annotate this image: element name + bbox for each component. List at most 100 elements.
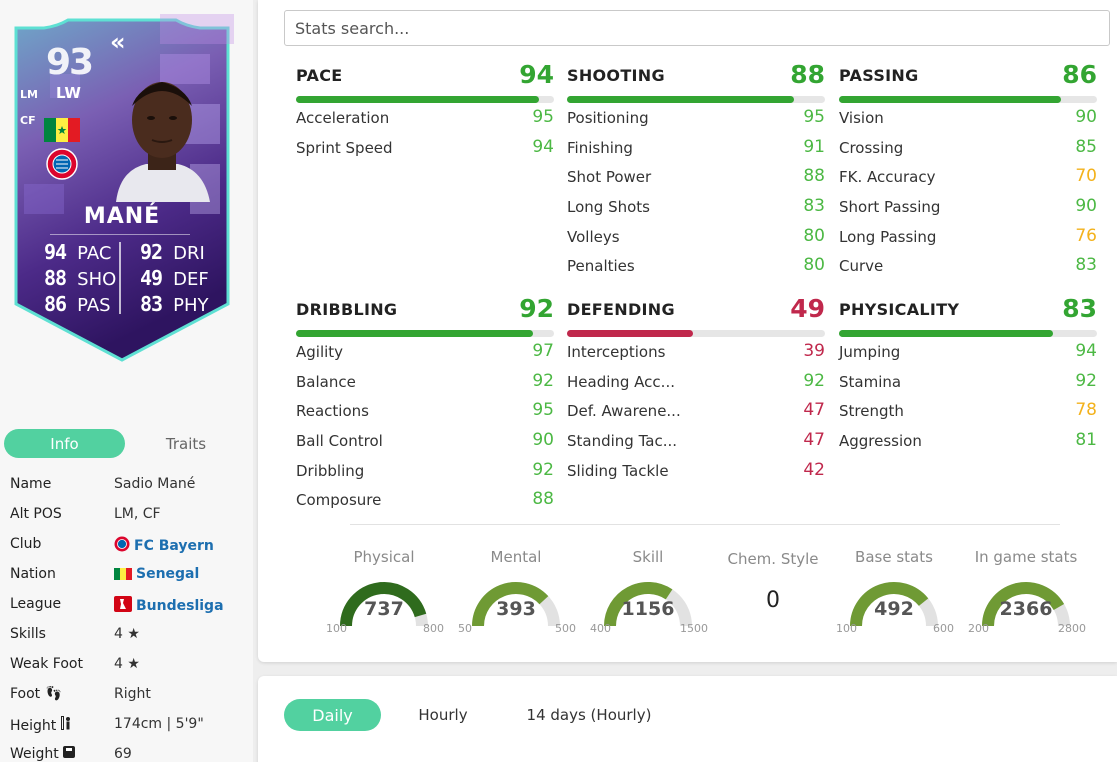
gauge-arc	[604, 582, 692, 627]
gauge-fill	[604, 582, 673, 627]
daily-button[interactable]: Daily	[284, 699, 381, 731]
sub-stat-name: Heading Acc...	[567, 372, 675, 391]
gauge-max: 1500	[680, 622, 708, 635]
sub-stat-name: Ball Control	[296, 432, 383, 451]
info-row-alt-pos: Alt POS LM, CF	[10, 506, 250, 528]
sub-stat-value: 47	[803, 400, 825, 421]
card-stat: 49 DEF	[140, 266, 209, 290]
fourteen-days-hourly-button[interactable]: 14 days (Hourly)	[524, 699, 654, 731]
sub-stat-value: 42	[803, 459, 825, 480]
stats-search-input[interactable]	[284, 10, 1110, 46]
gauge-fill	[340, 582, 427, 627]
sub-stat-value: 39	[803, 341, 825, 361]
sub-stat-row: Jumping 94	[839, 337, 1097, 367]
card-stat: 86 PAS	[44, 292, 111, 316]
sub-stat-name: Strength	[839, 402, 904, 421]
gauge-arc	[850, 582, 938, 627]
sub-stat-name: Crossing	[839, 138, 904, 157]
sub-stat-value: 47	[803, 430, 825, 451]
stat-category-dribbling: DRIBBLING 92 Agility 97 Balance 92 Reactions 95…	[296, 294, 554, 515]
sub-stat-row: Balance 92	[296, 367, 554, 397]
gauge-arc	[982, 582, 1070, 627]
chem-style-block: Chem. Style 0	[718, 548, 828, 613]
section-divider	[350, 524, 1060, 525]
player-portrait	[116, 82, 210, 202]
sub-stat-value: 70	[1075, 166, 1097, 187]
gauge-skill: Skill 1156 400 1500	[588, 548, 708, 640]
info-value: Sadio Mané	[114, 476, 196, 492]
tab-info[interactable]: Info	[4, 429, 125, 458]
info-key: Name	[10, 476, 52, 492]
sub-stat-row: Acceleration 95	[296, 103, 554, 133]
card-stat-label: DEF	[173, 269, 209, 290]
sub-stat-value: 81	[1075, 430, 1097, 451]
gauge-value: 393	[496, 598, 536, 620]
gauge-arc	[472, 582, 560, 627]
scale-icon	[63, 746, 76, 758]
info-league-link[interactable]: Bundesliga	[114, 596, 224, 614]
sub-stat-row: Ball Control 90	[296, 426, 554, 456]
category-header: DEFENDING 49	[567, 294, 825, 328]
club-badge-icon	[114, 536, 130, 552]
card-divider	[50, 234, 190, 235]
gauge-title: Mental	[490, 548, 542, 566]
tab-traits[interactable]: Traits	[146, 429, 226, 458]
senegal-flag-icon	[44, 118, 80, 142]
card-stat-label: SHO	[77, 269, 117, 290]
sub-stat-row: Standing Tac... 47	[567, 426, 825, 456]
info-row-foot: Foot 👣︎ Right	[10, 686, 250, 708]
card-stat-value: 88	[44, 266, 67, 290]
sub-stat-name: Penalties	[567, 257, 635, 276]
gauge-mental: Mental 393 50 500	[456, 548, 576, 640]
gauge-arc	[340, 582, 428, 627]
category-bar	[839, 96, 1097, 103]
card-stat-value: 94	[44, 240, 67, 264]
info-nation-link[interactable]: Senegal	[114, 566, 199, 582]
sub-stat-name: Finishing	[567, 138, 633, 157]
sub-stat-row: Stamina 92	[839, 367, 1097, 397]
stats-panel: PACE 94 Acceleration 95 Sprint Speed 94 SHOOTI…	[258, 0, 1117, 662]
info-row-skills: Skills 4 ★	[10, 626, 250, 648]
sub-stat-row: Long Passing 76	[839, 222, 1097, 252]
category-header: PASSING 86	[839, 60, 1097, 94]
sub-stat-row: Strength 78	[839, 396, 1097, 426]
sub-stat-name: Agility	[296, 343, 344, 361]
gauge-min: 100	[326, 622, 347, 635]
category-name: PASSING	[839, 66, 919, 85]
hourly-button[interactable]: Hourly	[410, 699, 476, 731]
card-alt-position: LM	[20, 88, 38, 101]
sub-stat-value: 78	[1075, 400, 1097, 421]
sub-stat-row: Volleys 80	[567, 222, 825, 252]
gauge-title: Skill	[632, 548, 664, 566]
category-name: SHOOTING	[567, 66, 665, 85]
bundesliga-logo-icon	[114, 596, 132, 612]
height-icon	[60, 716, 70, 730]
sub-stat-name: Balance	[296, 372, 356, 391]
player-sidebar: 93 « LM LW CF	[0, 0, 253, 762]
sub-stat-row: Agility 97	[296, 337, 554, 367]
gauge-max: 600	[933, 622, 954, 635]
sub-stat-row: Positioning 95	[567, 103, 825, 133]
sub-stat-row: Penalties 80	[567, 251, 825, 281]
category-name: PACE	[296, 66, 343, 85]
gauge-min: 100	[836, 622, 857, 635]
card-stat: 83 PHY	[140, 292, 209, 316]
chem-style-title: Chem. Style	[727, 550, 819, 568]
stat-category-pace: PACE 94 Acceleration 95 Sprint Speed 94	[296, 60, 554, 162]
card-stat-label: DRI	[173, 243, 205, 264]
info-row-weak-foot: Weak Foot 4 ★	[10, 656, 250, 678]
sub-stat-row: Aggression 81	[839, 426, 1097, 456]
gauge-max: 2800	[1058, 622, 1086, 635]
sub-stat-row: Finishing 91	[567, 133, 825, 163]
card-player-name: MANÉ	[83, 204, 161, 229]
info-value: Bundesliga	[136, 598, 224, 614]
category-value: 94	[519, 60, 554, 89]
sub-stat-name: Jumping	[839, 343, 901, 361]
card-stat-value: 83	[140, 292, 163, 316]
gauge-fill	[850, 582, 929, 627]
sub-stat-row: Heading Acc... 92	[567, 367, 825, 397]
info-club-link[interactable]: FC Bayern	[114, 536, 214, 554]
card-stat-label: PAC	[77, 243, 112, 264]
gauge-min: 400	[590, 622, 611, 635]
sub-stat-row: Composure 88	[296, 485, 554, 515]
